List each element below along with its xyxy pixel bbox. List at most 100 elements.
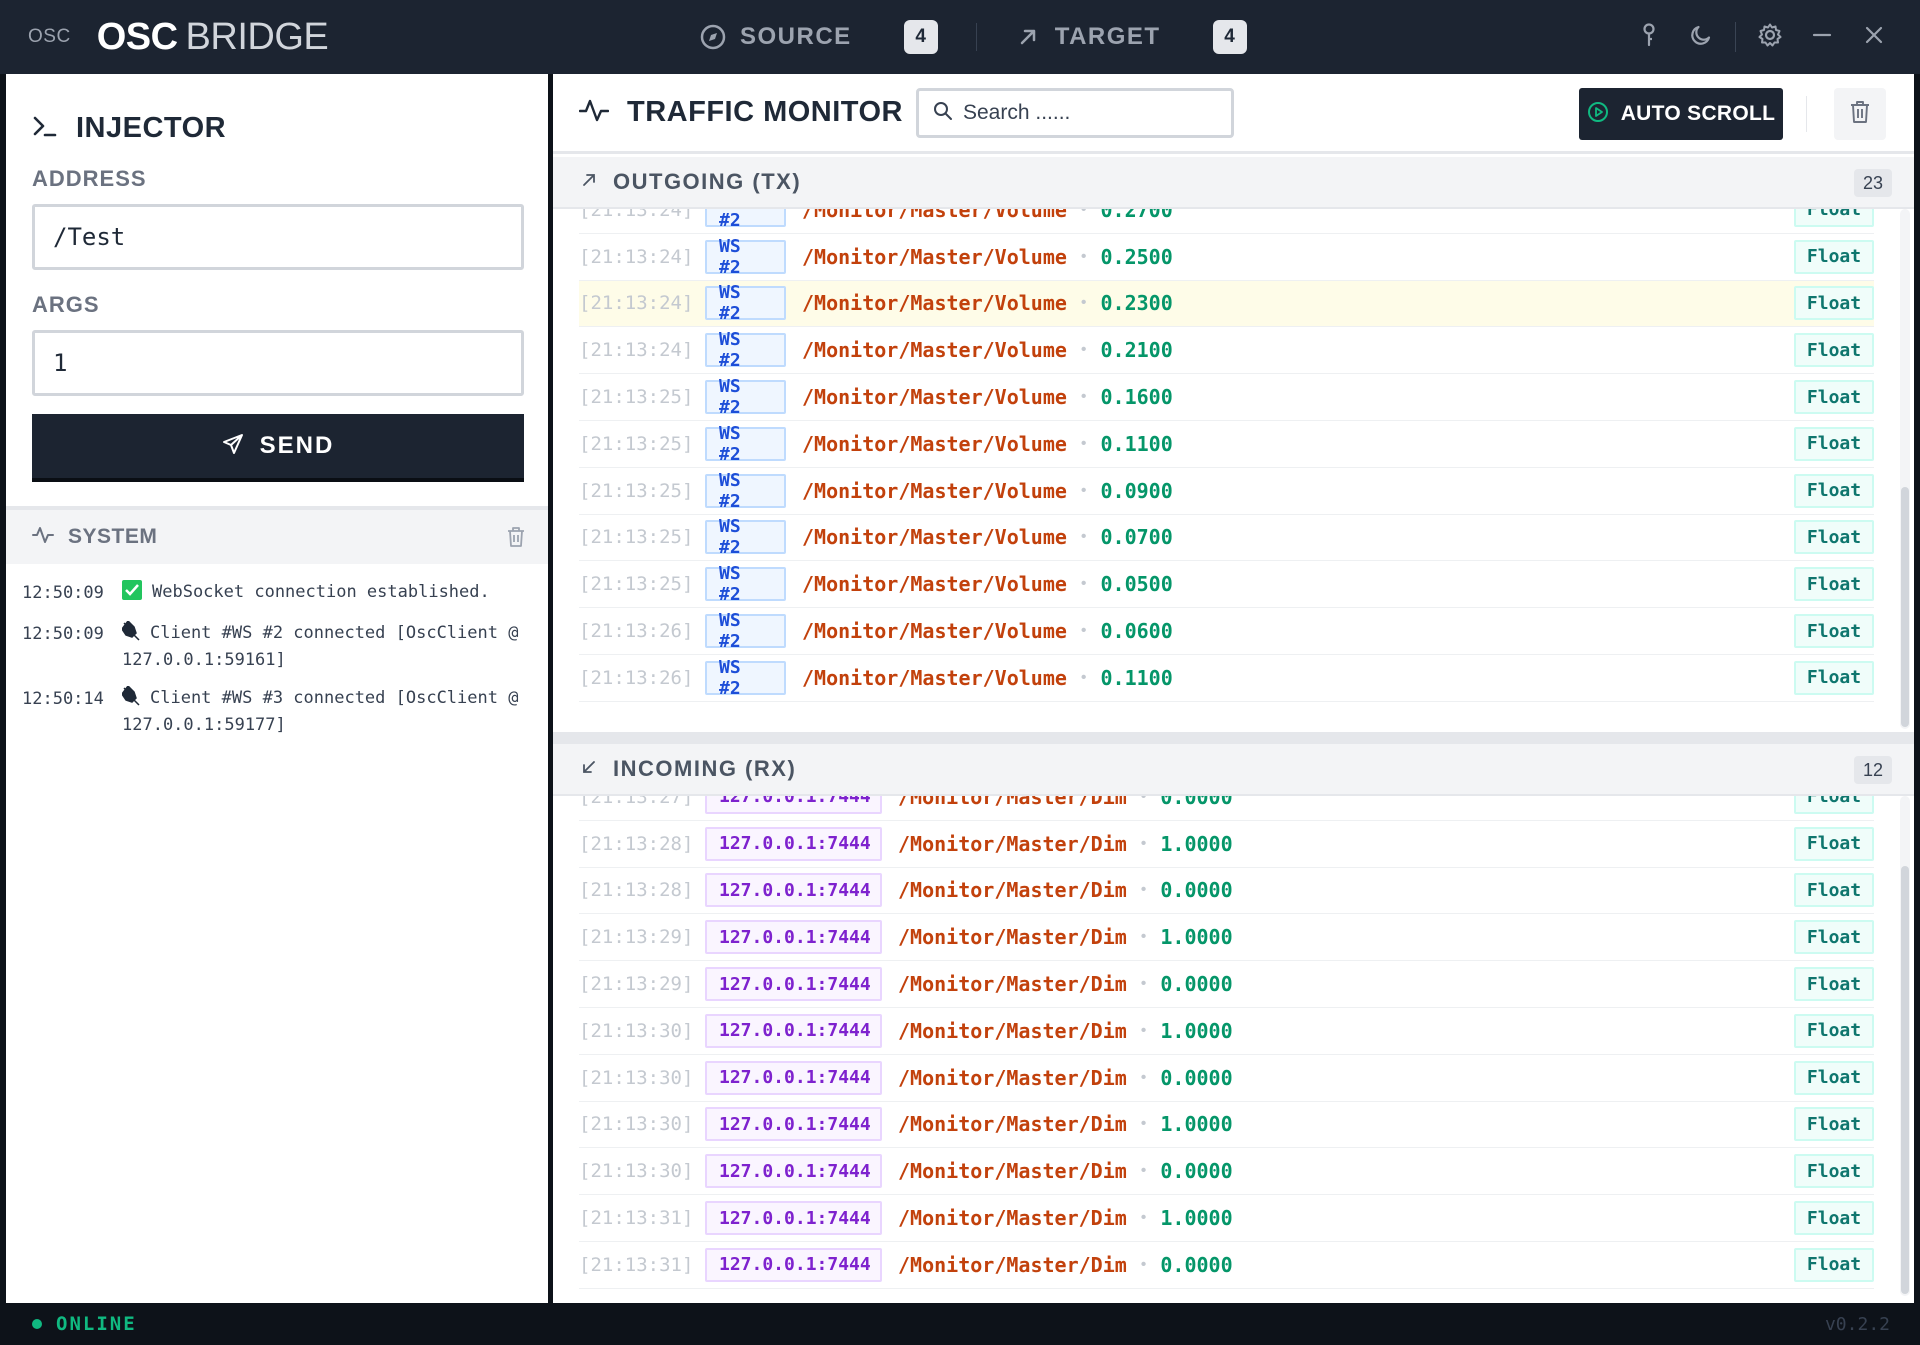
- row-value: 0.0000: [1160, 1159, 1233, 1184]
- auto-scroll-button[interactable]: AUTO SCROLL: [1579, 88, 1783, 140]
- row-timestamp: [21:13:25]: [579, 386, 694, 409]
- outgoing-title: OUTGOING (TX): [613, 169, 802, 194]
- row-address: /Monitor/Master/Dim: [898, 1112, 1127, 1137]
- row-address: /Monitor/Master/Dim: [898, 796, 1127, 809]
- version-label: v0.2.2: [1824, 1313, 1890, 1335]
- table-row[interactable]: [21:13:25] WS #2/Monitor/Master/Volume • 0.…: [579, 468, 1874, 515]
- row-value: 0.2300: [1100, 291, 1173, 316]
- row-value: 0.1600: [1100, 385, 1173, 410]
- table-row[interactable]: [21:13:25] WS #2/Monitor/Master/Volume • 0.…: [579, 561, 1874, 609]
- log-time: 12:50:14: [22, 689, 104, 709]
- row-address: /Monitor/Master/Volume: [802, 619, 1067, 644]
- incoming-title: INCOMING (RX): [613, 756, 797, 781]
- gear-icon: [1757, 22, 1783, 53]
- theme-toggle-button[interactable]: [1675, 11, 1727, 63]
- table-row[interactable]: [21:13:30] 127.0.0.1:7444/Monitor/Master/…: [579, 1055, 1874, 1102]
- row-type-badge: Float: [1794, 426, 1874, 461]
- table-row[interactable]: [21:13:31] 127.0.0.1:7444/Monitor/Master/…: [579, 1242, 1874, 1289]
- system-header: SYSTEM: [6, 506, 548, 564]
- row-address: /Monitor/Master/Volume: [802, 385, 1067, 410]
- send-button[interactable]: SEND: [32, 414, 524, 482]
- row-value: 0.0600: [1100, 619, 1173, 644]
- row-source-badge: WS #2: [705, 657, 786, 699]
- table-row[interactable]: [21:13:28] 127.0.0.1:7444/Monitor/Master/…: [579, 821, 1874, 868]
- incoming-scrollbar-thumb[interactable]: [1901, 866, 1909, 1294]
- table-row[interactable]: [21:13:31] 127.0.0.1:7444/Monitor/Master/…: [579, 1195, 1874, 1242]
- outgoing-scrollbar-thumb[interactable]: [1901, 487, 1909, 727]
- row-value: 0.2100: [1100, 338, 1173, 363]
- clear-system-log-button[interactable]: [506, 526, 526, 553]
- incoming-section: INCOMING (RX) 12 [21:13:27] 127.0.0.1:744…: [553, 744, 1914, 1303]
- arrow-down-left-icon: [581, 759, 597, 780]
- log-message-wrap: Client #WS #3 connected [OscClient @ 127…: [121, 684, 537, 737]
- row-type-badge: Float: [1794, 380, 1874, 415]
- table-row[interactable]: [21:13:30] 127.0.0.1:7444/Monitor/Master/…: [579, 1008, 1874, 1055]
- table-row[interactable]: [21:13:24] WS #2/Monitor/Master/Volume • 0.…: [579, 280, 1874, 328]
- table-row[interactable]: [21:13:25] WS #2/Monitor/Master/Volume • 0.…: [579, 515, 1874, 562]
- status-bar: ONLINE v0.2.2: [0, 1303, 1920, 1345]
- row-separator-dot: •: [1080, 481, 1087, 499]
- table-row[interactable]: [21:13:24] WS #2/Monitor/Master/Volume • 0.…: [579, 327, 1874, 375]
- auto-scroll-label: AUTO SCROLL: [1620, 102, 1776, 125]
- incoming-rows: [21:13:27] 127.0.0.1:7444/Monitor/Master/…: [553, 796, 1914, 1303]
- incoming-scrollbar[interactable]: [1900, 796, 1910, 1296]
- row-timestamp: [21:13:24]: [579, 245, 694, 268]
- table-row[interactable]: [21:13:27] 127.0.0.1:7444/Monitor/Master/…: [579, 796, 1874, 821]
- row-separator-dot: •: [1140, 1255, 1147, 1273]
- outgoing-scrollbar[interactable]: [1900, 209, 1910, 729]
- address-input[interactable]: [32, 204, 524, 270]
- table-row[interactable]: [21:13:24] WS #2/Monitor/Master/Volume • 0.…: [579, 234, 1874, 281]
- table-row[interactable]: [21:13:30] 127.0.0.1:7444/Monitor/Master/…: [579, 1102, 1874, 1149]
- table-row[interactable]: [21:13:24] WS #2/Monitor/Master/Volume • 0.…: [579, 209, 1874, 234]
- source-connection-button[interactable]: SOURCE 4: [700, 20, 938, 54]
- search-box[interactable]: [916, 88, 1234, 138]
- row-address: /Monitor/Master/Volume: [802, 209, 1067, 222]
- row-value: 0.0000: [1160, 1252, 1233, 1277]
- row-address: /Monitor/Master/Dim: [898, 925, 1127, 950]
- table-row[interactable]: [21:13:29] 127.0.0.1:7444/Monitor/Master/…: [579, 961, 1874, 1008]
- check-icon: [122, 580, 142, 607]
- status-indicator-dot: [32, 1319, 42, 1329]
- table-row[interactable]: [21:13:26] WS #2/Monitor/Master/Volume • 0.…: [579, 655, 1874, 702]
- clear-traffic-button[interactable]: [1834, 88, 1886, 140]
- row-type-badge: Float: [1794, 209, 1874, 227]
- settings-button[interactable]: [1744, 11, 1796, 63]
- row-address: /Monitor/Master/Volume: [802, 244, 1067, 269]
- row-source-badge: 127.0.0.1:7444: [705, 1060, 882, 1095]
- window-controls: [1623, 0, 1900, 74]
- table-row[interactable]: [21:13:25] WS #2/Monitor/Master/Volume • 0.…: [579, 421, 1874, 468]
- minimize-icon: [1811, 24, 1833, 51]
- row-address: /Monitor/Master/Volume: [802, 431, 1067, 456]
- pin-button[interactable]: [1623, 11, 1675, 63]
- row-separator-dot: •: [1080, 622, 1087, 640]
- table-row[interactable]: [21:13:28] 127.0.0.1:7444/Monitor/Master/…: [579, 868, 1874, 915]
- row-address: /Monitor/Master/Volume: [802, 572, 1067, 597]
- row-source-badge: 127.0.0.1:7444: [705, 796, 882, 814]
- row-source-badge: WS #2: [705, 209, 786, 231]
- row-address: /Monitor/Master/Volume: [802, 525, 1067, 550]
- row-source-badge: 127.0.0.1:7444: [705, 1013, 882, 1048]
- row-value: 0.0000: [1160, 796, 1233, 809]
- table-row[interactable]: [21:13:25] WS #2/Monitor/Master/Volume • 0.…: [579, 374, 1874, 421]
- row-separator-dot: •: [1080, 388, 1087, 406]
- args-input[interactable]: [32, 330, 524, 396]
- close-button[interactable]: [1848, 11, 1900, 63]
- send-label: SEND: [259, 432, 335, 459]
- minimize-button[interactable]: [1796, 11, 1848, 63]
- system-log: 12:50:09 WebSocket connection establishe…: [6, 564, 548, 737]
- table-row[interactable]: [21:13:26] WS #2/Monitor/Master/Volume • 0.…: [579, 608, 1874, 655]
- table-row[interactable]: [21:13:30] 127.0.0.1:7444/Monitor/Master/…: [579, 1148, 1874, 1196]
- row-type-badge: Float: [1794, 826, 1874, 861]
- row-address: /Monitor/Master/Volume: [802, 478, 1067, 503]
- row-timestamp: [21:13:26]: [579, 666, 694, 689]
- app-logo: OSC: [28, 26, 71, 47]
- row-timestamp: [21:13:24]: [579, 209, 694, 221]
- search-input[interactable]: [963, 101, 1223, 125]
- row-type-badge: Float: [1794, 796, 1874, 814]
- row-value: 1.0000: [1160, 1206, 1233, 1231]
- table-row[interactable]: [21:13:29] 127.0.0.1:7444/Monitor/Master/…: [579, 914, 1874, 962]
- row-type-badge: Float: [1794, 239, 1874, 274]
- row-source-badge: WS #2: [705, 423, 786, 465]
- target-connection-button[interactable]: TARGET 4: [1015, 20, 1247, 54]
- row-timestamp: [21:13:25]: [579, 526, 694, 549]
